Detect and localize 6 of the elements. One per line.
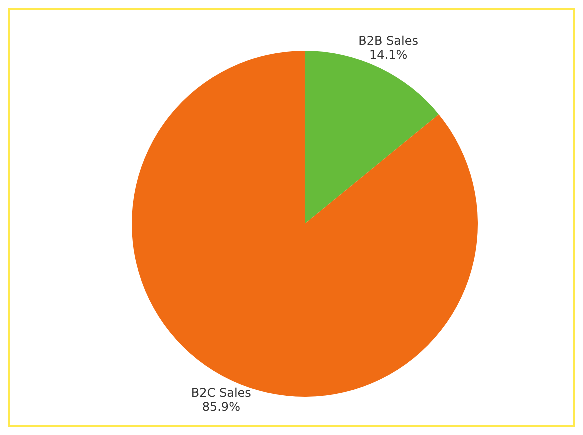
pie-slice <box>132 51 478 397</box>
data-label: 14.1% <box>370 48 408 62</box>
slice-label: B2C Sales <box>191 386 252 400</box>
slice-label: B2B Sales <box>358 34 419 48</box>
data-label: 85.9% <box>202 400 240 414</box>
pie-slice <box>305 51 439 224</box>
